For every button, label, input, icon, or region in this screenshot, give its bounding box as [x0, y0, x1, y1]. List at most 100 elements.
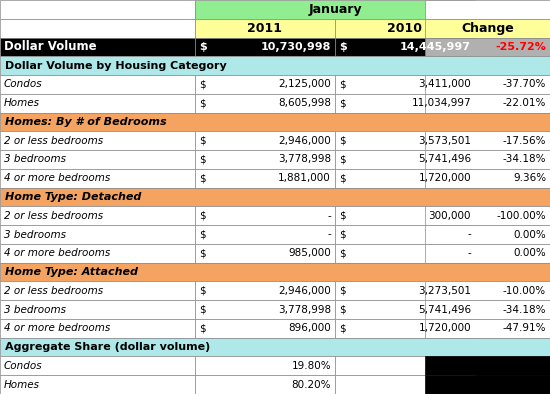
Bar [335, 357, 475, 375]
Text: -: - [327, 211, 331, 221]
Text: 3,778,998: 3,778,998 [278, 305, 331, 314]
Bar [0, 150, 195, 169]
Bar [0, 75, 195, 94]
Bar [425, 0, 550, 19]
Bar [335, 150, 475, 169]
Bar [195, 244, 335, 263]
Text: $: $ [339, 248, 345, 258]
Text: -34.18%: -34.18% [503, 154, 546, 164]
Text: 3,778,998: 3,778,998 [278, 154, 331, 164]
Bar [195, 300, 335, 319]
Text: 23.61%: 23.61% [431, 361, 471, 371]
Text: Homes: By # of Bedrooms: Homes: By # of Bedrooms [5, 117, 167, 127]
Bar [425, 150, 550, 169]
Bar [195, 169, 335, 188]
Bar [0, 56, 550, 75]
Bar [0, 263, 550, 281]
Bar [425, 131, 550, 150]
Bar [425, 281, 550, 300]
Text: 3 bedrooms: 3 bedrooms [4, 154, 66, 164]
Text: 1,881,000: 1,881,000 [278, 173, 331, 183]
Text: 0.00%: 0.00% [513, 230, 546, 240]
Text: 3 bedrooms: 3 bedrooms [4, 230, 66, 240]
Bar [195, 0, 475, 19]
Bar [0, 225, 195, 244]
Text: -47.91%: -47.91% [503, 323, 546, 333]
Text: 300,000: 300,000 [428, 211, 471, 221]
Text: 4 or more bedrooms: 4 or more bedrooms [4, 248, 110, 258]
Bar [335, 94, 475, 113]
Text: $: $ [199, 98, 206, 108]
Text: $: $ [199, 323, 206, 333]
Bar [335, 131, 475, 150]
Bar [335, 169, 475, 188]
Text: Condos: Condos [4, 361, 43, 371]
Bar [335, 225, 475, 244]
Text: $: $ [339, 42, 346, 52]
Text: $: $ [199, 286, 206, 296]
Bar [335, 206, 475, 225]
Text: Condos: Condos [4, 80, 43, 89]
Text: 3 bedrooms: 3 bedrooms [4, 305, 66, 314]
Text: 9.36%: 9.36% [513, 173, 546, 183]
Bar [425, 375, 550, 394]
Text: January: January [308, 3, 362, 16]
Bar [0, 244, 195, 263]
Text: $: $ [199, 80, 206, 89]
Text: 2,125,000: 2,125,000 [278, 80, 331, 89]
Text: Change: Change [461, 22, 514, 35]
Text: 4 or more bedrooms: 4 or more bedrooms [4, 323, 110, 333]
Text: Home Type: Detached: Home Type: Detached [5, 192, 141, 202]
Text: -34.18%: -34.18% [503, 305, 546, 314]
Text: 19.80%: 19.80% [292, 361, 331, 371]
Bar [0, 37, 195, 56]
Text: $: $ [199, 136, 206, 146]
Bar [0, 206, 195, 225]
Text: 2 or less bedrooms: 2 or less bedrooms [4, 211, 103, 221]
Text: Aggregate Share (dollar volume): Aggregate Share (dollar volume) [5, 342, 210, 352]
Text: 2011: 2011 [248, 22, 283, 35]
Bar [425, 19, 550, 37]
Text: 80.20%: 80.20% [292, 380, 331, 390]
Text: 2 or less bedrooms: 2 or less bedrooms [4, 136, 103, 146]
Text: $: $ [199, 173, 206, 183]
Text: $: $ [199, 305, 206, 314]
Text: $: $ [339, 80, 345, 89]
Bar [335, 75, 475, 94]
Bar [425, 206, 550, 225]
Text: 3,273,501: 3,273,501 [418, 286, 471, 296]
Text: $: $ [339, 286, 345, 296]
Text: -: - [327, 230, 331, 240]
Bar [0, 281, 195, 300]
Text: $: $ [339, 154, 345, 164]
Text: 5,741,496: 5,741,496 [418, 154, 471, 164]
Bar [0, 357, 195, 375]
Bar [0, 338, 550, 357]
Bar [425, 300, 550, 319]
Text: $: $ [339, 173, 345, 183]
Text: 3,573,501: 3,573,501 [418, 136, 471, 146]
Text: 5,741,496: 5,741,496 [418, 305, 471, 314]
Text: -22.01%: -22.01% [503, 98, 546, 108]
Bar [425, 37, 550, 56]
Text: 3,411,000: 3,411,000 [418, 80, 471, 89]
Text: 2,946,000: 2,946,000 [278, 136, 331, 146]
Text: $: $ [199, 230, 206, 240]
Text: Homes: Homes [4, 98, 40, 108]
Bar [195, 357, 335, 375]
Bar [0, 300, 195, 319]
Text: -: - [468, 248, 471, 258]
Text: 0.00%: 0.00% [513, 248, 546, 258]
Text: -37.70%: -37.70% [503, 80, 546, 89]
Bar [335, 37, 475, 56]
Text: $: $ [339, 211, 345, 221]
Bar [0, 169, 195, 188]
Bar [195, 150, 335, 169]
Bar [0, 94, 195, 113]
Text: $: $ [339, 136, 345, 146]
Text: 2010: 2010 [388, 22, 422, 35]
Bar [195, 225, 335, 244]
Bar [0, 113, 550, 131]
Text: Dollar Volume: Dollar Volume [4, 41, 97, 54]
Bar [425, 244, 550, 263]
